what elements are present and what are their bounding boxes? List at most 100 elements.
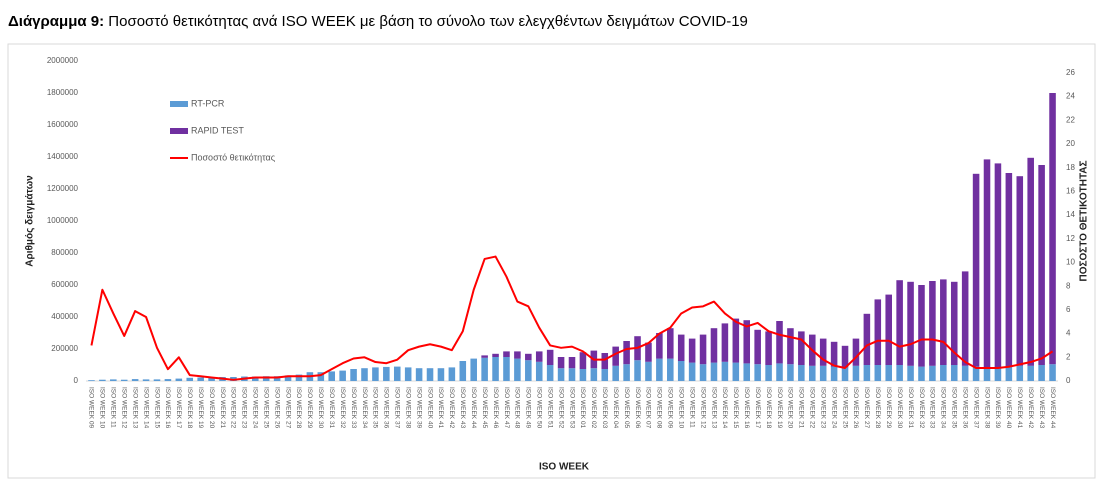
bar [1049, 93, 1056, 365]
x-tick-label: ISO WEEK 07 [645, 387, 652, 429]
x-tick-label: ISO WEEK 46 [492, 387, 499, 429]
bar [710, 362, 718, 381]
bar [546, 349, 554, 365]
x-tick-label: ISO WEEK 51 [546, 387, 553, 429]
y-tick-label: 400000 [51, 312, 78, 321]
bar [1005, 173, 1013, 367]
bar [841, 367, 849, 381]
bar [721, 361, 729, 381]
bar [721, 323, 729, 362]
bar [557, 368, 565, 381]
bar [208, 377, 215, 381]
bar [1016, 365, 1024, 381]
x-tick-label: ISO WEEK 02 [590, 387, 597, 429]
bar [645, 361, 652, 381]
x-tick-label: ISO WEEK 19 [197, 387, 204, 429]
bar [754, 364, 761, 381]
y2-tick-label: 0 [1066, 376, 1071, 385]
y-tick-label: 1800000 [47, 88, 79, 97]
bar [983, 159, 991, 368]
y2-axis-title: ΠΟΣΟΣΤΟ ΘΕΤΙΚΟΤΗΤΑΣ [1079, 160, 1090, 281]
legend-label: RAPID TEST [191, 125, 244, 135]
bar [645, 342, 652, 362]
y2-tick-label: 14 [1066, 210, 1075, 219]
bar [273, 376, 281, 381]
y-tick-label: 0 [74, 376, 79, 385]
legend-swatch [170, 101, 188, 107]
bar [186, 377, 194, 381]
y2-tick-label: 24 [1066, 92, 1075, 101]
x-tick-label: ISO WEEK 36 [383, 387, 390, 429]
bar [754, 329, 761, 365]
x-tick-label: ISO WEEK 15 [153, 387, 160, 429]
y2-tick-label: 2 [1066, 352, 1071, 361]
bar [590, 368, 598, 381]
line [90, 255, 1054, 381]
bar [874, 365, 882, 381]
bar [776, 321, 783, 364]
bar [1038, 365, 1045, 381]
bar [470, 358, 477, 381]
bar [448, 367, 456, 381]
bar [830, 341, 838, 367]
x-tick-label: ISO WEEK 41 [1016, 387, 1023, 429]
bar [677, 361, 685, 381]
bar [623, 341, 630, 365]
bar [808, 365, 816, 381]
bar [940, 365, 947, 381]
x-tick-label: ISO WEEK 37 [394, 387, 401, 429]
x-tick-label: ISO WEEK 13 [710, 387, 717, 429]
bar [262, 376, 270, 381]
x-tick-label: ISO WEEK 29 [885, 387, 892, 429]
y2-tick-label: 18 [1066, 163, 1075, 172]
y-tick-label: 1600000 [47, 120, 79, 129]
bar [153, 379, 161, 381]
bar [950, 281, 958, 365]
bar [557, 357, 565, 369]
bar [350, 369, 357, 381]
x-tick-label: ISO WEEK 45 [481, 387, 488, 429]
bar [514, 351, 521, 359]
bar [656, 333, 663, 359]
y2-tick-label: 10 [1066, 258, 1075, 267]
y-tick-label: 200000 [51, 344, 78, 353]
x-tick-label: ISO WEEK 01 [579, 387, 586, 429]
x-tick-label: ISO WEEK 12 [121, 387, 128, 429]
bar [776, 363, 783, 381]
bar [830, 366, 838, 381]
x-tick-label: ISO WEEK 21 [219, 387, 226, 429]
bar [623, 364, 630, 381]
x-tick-label: ISO WEEK 12 [699, 387, 706, 429]
bar [601, 353, 609, 369]
bar [699, 364, 707, 381]
x-tick-label: ISO WEEK 23 [819, 387, 826, 429]
x-tick-label: ISO WEEK 49 [525, 387, 532, 429]
bar [492, 353, 499, 357]
bar [142, 379, 150, 381]
x-tick-label: ISO WEEK 11 [688, 387, 695, 428]
y-tick-label: 1200000 [47, 184, 79, 193]
bar [896, 280, 903, 365]
bar [918, 285, 925, 367]
x-tick-label: ISO WEEK 30 [317, 387, 324, 429]
y2-tick-label: 22 [1066, 115, 1075, 124]
bar [787, 328, 794, 365]
bar [819, 338, 827, 366]
bar [677, 334, 685, 361]
bar [852, 338, 860, 366]
bar [612, 365, 619, 381]
x-tick-label: ISO WEEK 09 [667, 387, 674, 429]
legend-label: Ποσοστό θετικότητας [191, 152, 276, 162]
x-tick-label: ISO WEEK 22 [809, 387, 816, 429]
x-tick-label: ISO WEEK 43 [459, 387, 466, 429]
bar [896, 365, 903, 381]
x-tick-label: ISO WEEK 17 [754, 387, 761, 429]
x-tick-label: ISO WEEK 34 [940, 387, 947, 429]
x-tick-label: ISO WEEK 14 [721, 387, 728, 429]
chart-border [7, 43, 1096, 479]
bar [863, 313, 871, 365]
bar [525, 353, 532, 361]
bar [972, 366, 980, 381]
x-tick-label: ISO WEEK 24 [830, 387, 837, 429]
